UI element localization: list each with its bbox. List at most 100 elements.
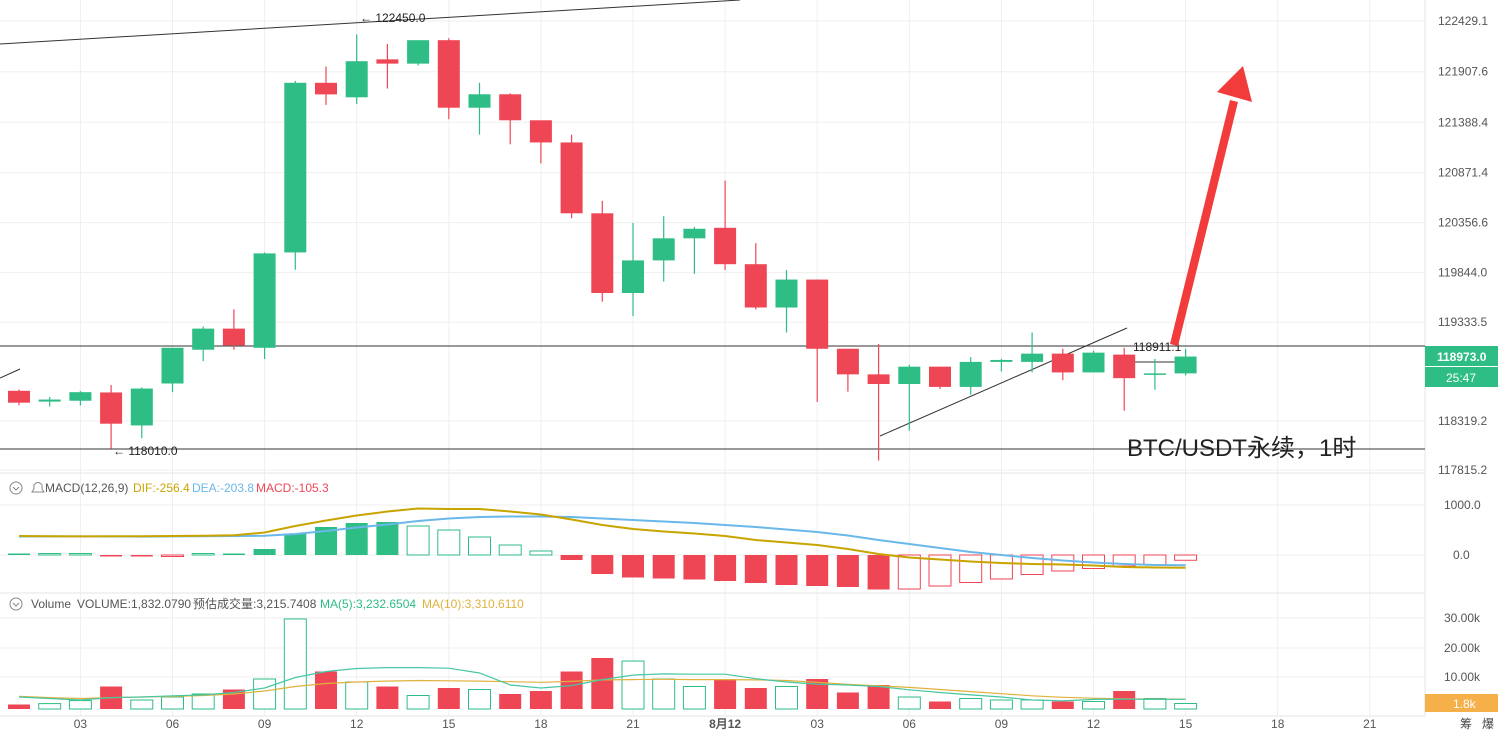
candle[interactable] bbox=[652, 216, 675, 282]
trendline-left[interactable] bbox=[0, 368, 21, 379]
candle-body bbox=[407, 40, 430, 64]
candle[interactable] bbox=[8, 389, 30, 406]
candle[interactable] bbox=[560, 134, 583, 219]
candle[interactable] bbox=[38, 396, 61, 407]
candle[interactable] bbox=[1021, 332, 1044, 373]
candle[interactable] bbox=[775, 270, 798, 333]
chip-distribution-icon[interactable]: 筹 bbox=[1460, 717, 1472, 731]
candle[interactable] bbox=[806, 279, 829, 402]
candle[interactable] bbox=[437, 38, 460, 120]
candle[interactable] bbox=[591, 200, 614, 302]
candle[interactable] bbox=[836, 348, 859, 392]
macd-histogram-bar bbox=[437, 529, 461, 556]
candle-body bbox=[499, 94, 522, 121]
candle[interactable] bbox=[867, 343, 890, 461]
macd-histogram-bar bbox=[897, 554, 921, 590]
candle[interactable] bbox=[161, 347, 184, 393]
time-axis[interactable]: 03 06 09 12 15 18 21 8月12 03 06 09 12 15 18 21 bbox=[74, 717, 1377, 731]
candle[interactable] bbox=[499, 93, 522, 145]
candle[interactable] bbox=[683, 226, 706, 274]
macd-histogram-bar bbox=[714, 555, 737, 581]
candle-body bbox=[1082, 352, 1105, 373]
collapse-chevron-icon[interactable] bbox=[9, 481, 23, 495]
price-axis-tick: 118319.2 bbox=[1438, 414, 1487, 428]
candle[interactable] bbox=[714, 180, 737, 271]
candle-body bbox=[284, 82, 307, 253]
volume-ma5-line bbox=[18, 667, 1186, 702]
volume-bar bbox=[161, 696, 184, 710]
macd-axis-tick-0: 0.0 bbox=[1453, 548, 1470, 562]
candle[interactable] bbox=[1051, 348, 1074, 381]
candle[interactable] bbox=[1174, 348, 1197, 376]
countdown-tag bbox=[1425, 367, 1498, 387]
price-axis-tick: 122429.1 bbox=[1438, 14, 1488, 28]
candle[interactable] bbox=[69, 390, 92, 406]
price-axis-tick: 121388.4 bbox=[1438, 115, 1488, 129]
trendline-top[interactable] bbox=[0, 0, 741, 45]
macd-histogram-bar bbox=[38, 553, 62, 556]
candle[interactable] bbox=[100, 385, 123, 449]
volume-header: Volume VOLUME:1,832.0790 预估成交量:3,215.740… bbox=[9, 596, 524, 611]
candle[interactable] bbox=[376, 43, 399, 89]
countdown-value: 25:47 bbox=[1446, 371, 1476, 385]
current-price-tag bbox=[1425, 346, 1498, 366]
volume-bar bbox=[929, 701, 951, 709]
candle[interactable] bbox=[990, 358, 1013, 372]
candle[interactable] bbox=[529, 120, 552, 164]
candle[interactable] bbox=[622, 222, 644, 317]
macd-histogram-bar bbox=[529, 550, 553, 556]
time-axis-tick: 18 bbox=[1271, 717, 1285, 731]
candle[interactable] bbox=[898, 364, 921, 431]
macd-histogram-bar bbox=[867, 555, 890, 590]
candle[interactable] bbox=[345, 34, 368, 104]
volume-bar bbox=[8, 704, 30, 709]
liquidation-icon[interactable]: 爆 bbox=[1482, 717, 1494, 731]
volume-bar bbox=[191, 693, 215, 710]
bell-icon[interactable] bbox=[31, 482, 45, 493]
candle[interactable] bbox=[468, 82, 491, 135]
candle[interactable] bbox=[959, 357, 982, 395]
candle[interactable] bbox=[253, 252, 276, 359]
macd-histogram-bar bbox=[989, 554, 1013, 580]
time-axis-tick: 15 bbox=[442, 717, 456, 731]
macd-dif-line bbox=[18, 507, 1186, 569]
macd-histogram-bar bbox=[959, 554, 983, 583]
candle-body bbox=[1051, 353, 1074, 373]
candle-body bbox=[929, 366, 951, 387]
macd-histogram-bar bbox=[1174, 554, 1198, 561]
volume-bar bbox=[1113, 691, 1136, 709]
price-axis-tick: 117815.2 bbox=[1438, 463, 1487, 477]
volume-bar bbox=[621, 660, 645, 710]
macd-histogram-bar bbox=[130, 555, 153, 557]
candle-body bbox=[775, 279, 798, 308]
candle[interactable] bbox=[222, 309, 245, 350]
volume-panel bbox=[8, 618, 1198, 710]
candle[interactable] bbox=[929, 366, 951, 389]
price-axis[interactable]: 122429.1 121907.6 121388.4 120871.4 120356.6… bbox=[1438, 14, 1488, 477]
macd-histogram-bar bbox=[744, 555, 767, 583]
macd-panel bbox=[8, 507, 1198, 590]
volume-bar bbox=[253, 678, 277, 710]
candle[interactable] bbox=[407, 40, 430, 66]
price-axis-tick: 121907.6 bbox=[1438, 65, 1488, 79]
candle[interactable] bbox=[1143, 358, 1166, 390]
candle[interactable] bbox=[130, 387, 153, 439]
volume-bar bbox=[1082, 701, 1105, 710]
candle[interactable] bbox=[192, 326, 215, 362]
candle[interactable] bbox=[1082, 350, 1105, 373]
candle[interactable] bbox=[1113, 347, 1136, 411]
volume-bar bbox=[1020, 699, 1044, 710]
current-price-value: 118973.0 bbox=[1437, 350, 1487, 364]
macd-histogram-bar bbox=[8, 553, 30, 555]
candle[interactable] bbox=[284, 80, 307, 270]
collapse-chevron-icon[interactable] bbox=[9, 597, 23, 611]
volume-bar bbox=[897, 696, 921, 710]
candle[interactable] bbox=[315, 66, 337, 105]
candle-body bbox=[1174, 356, 1197, 374]
candle-body bbox=[1113, 354, 1136, 379]
candle[interactable] bbox=[744, 243, 767, 310]
volume-bar bbox=[468, 689, 491, 710]
volume-bar bbox=[499, 694, 522, 709]
